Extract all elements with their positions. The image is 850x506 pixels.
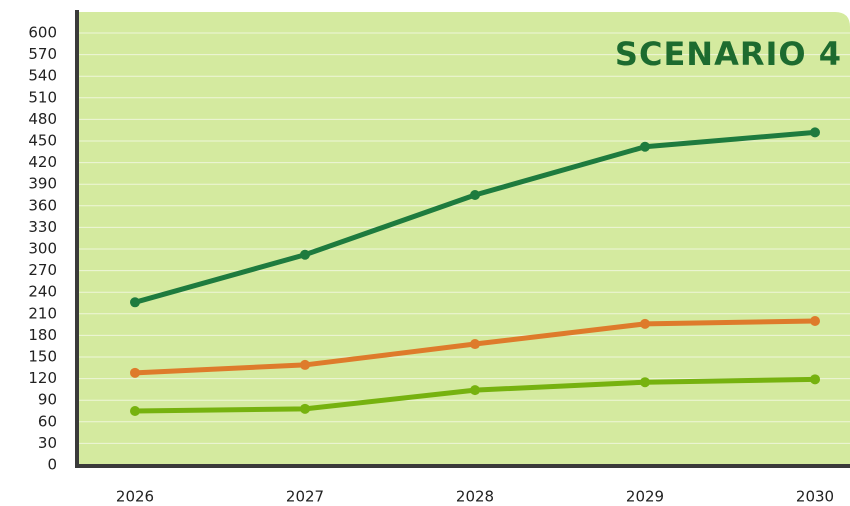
data-point	[640, 377, 650, 388]
data-point	[130, 367, 140, 378]
data-point	[300, 359, 310, 370]
x-tick-label: 2030	[796, 488, 834, 506]
y-tick-label: 540	[28, 67, 57, 85]
y-tick-label: 150	[28, 348, 57, 366]
y-tick-label: 360	[28, 196, 57, 214]
x-tick-label: 2028	[456, 488, 494, 506]
y-tick-label: 570	[28, 45, 57, 63]
y-tick-label: 90	[38, 391, 57, 409]
data-point	[300, 403, 310, 414]
data-point	[130, 406, 140, 416]
y-tick-label: 390	[28, 175, 57, 193]
chart-title: SCENARIO 4	[615, 35, 842, 73]
y-tick-label: 420	[28, 153, 57, 171]
y-tick-label: 480	[28, 110, 57, 128]
data-point	[470, 339, 480, 350]
y-tick-label: 120	[28, 369, 57, 387]
y-tick-label: 450	[28, 132, 57, 150]
grid	[79, 32, 850, 466]
data-point	[300, 249, 310, 260]
data-point	[810, 127, 820, 138]
data-point	[810, 374, 820, 385]
data-point	[640, 141, 650, 152]
y-tick-label: 300	[28, 240, 57, 258]
x-tick-label: 2026	[116, 488, 154, 506]
data-point	[130, 297, 140, 308]
y-tick-label: 210	[28, 304, 57, 322]
plot-background	[78, 12, 850, 466]
y-tick-label: 240	[28, 283, 57, 301]
data-point	[470, 385, 480, 396]
y-tick-label: 330	[28, 218, 57, 236]
x-tick-label: 2027	[286, 488, 324, 506]
y-tick-label: 0	[47, 456, 57, 474]
y-tick-label: 60	[38, 412, 57, 430]
y-tick-label: 510	[28, 88, 57, 106]
data-point	[470, 190, 480, 200]
y-tick-label: 180	[28, 326, 57, 344]
x-tick-label: 2029	[626, 488, 664, 506]
data-point	[640, 318, 650, 329]
y-tick-label: 600	[28, 24, 57, 42]
y-tick-label: 270	[28, 261, 57, 279]
y-tick-label: 30	[38, 434, 57, 452]
data-point	[810, 316, 820, 326]
